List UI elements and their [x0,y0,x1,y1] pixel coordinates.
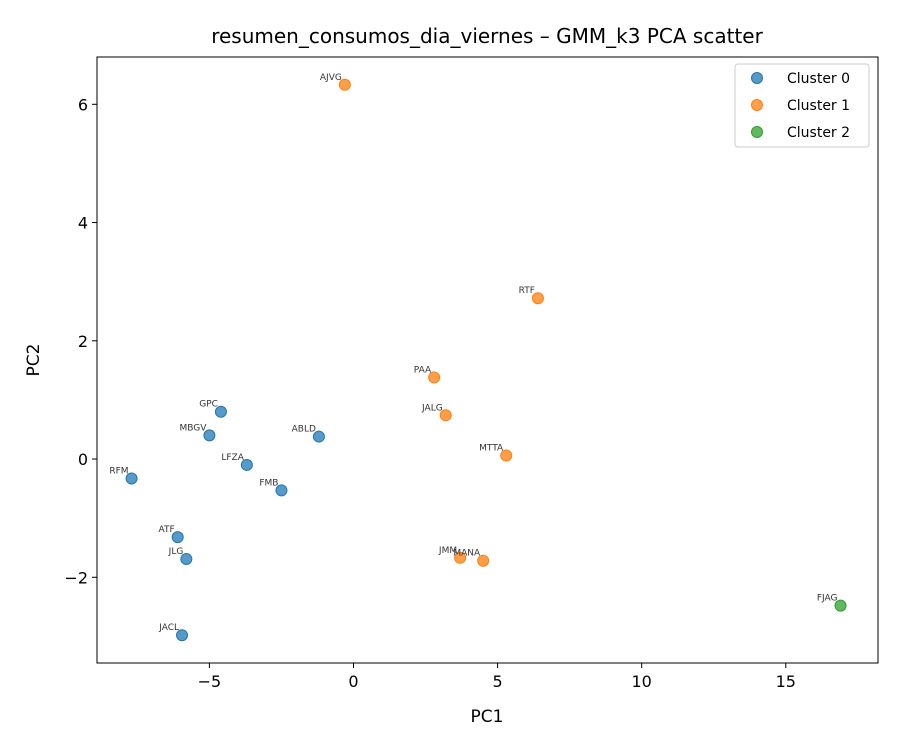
point-label: JMM [438,546,457,556]
legend: Cluster 0 Cluster 1 Cluster 2 [734,63,870,148]
x-tick-label: 5 [492,672,502,691]
x-tick-label: 10 [632,672,652,691]
y-tick-label: 2 [78,332,88,351]
point-rfm [125,472,138,485]
x-tick-label: 0 [348,672,358,691]
x-tick-label: −5 [198,672,222,691]
point-label: JLG [168,547,184,557]
y-tick-label: 0 [78,450,88,469]
point-label: MBGV [179,423,207,433]
legend-marker [751,126,763,138]
point-label: ATF [159,525,175,535]
legend-marker [751,99,763,111]
point-label: ABLD [292,425,316,435]
plot-frame [96,56,879,664]
point-atf [171,531,184,544]
point-jlg [180,552,193,565]
y-axis-title: PC2 [24,344,44,377]
point-label: RTF [519,286,535,296]
y-tick-label: −2 [64,568,88,587]
legend-label: Cluster 1 [787,98,850,114]
point-abld [312,430,325,443]
point-gpc [214,405,227,418]
point-mbgv [203,429,216,442]
point-fmb [275,484,288,497]
point-mtta [500,449,513,462]
point-label: JALG [421,403,443,413]
point-label: RFM [109,467,128,477]
point-paa [428,371,441,384]
x-axis-title: PC1 [471,707,504,727]
point-ajvg [338,78,351,91]
point-label: GPC [199,400,218,410]
point-jmm [454,551,467,564]
y-tick-label: 6 [78,95,88,114]
legend-marker [751,72,763,84]
legend-label: Cluster 2 [787,125,850,141]
point-mana [477,554,490,567]
point-jalg [439,409,452,422]
point-jacl [176,629,189,642]
point-label: FMB [259,478,278,488]
point-label: LFZA [221,453,244,463]
y-axis-ticks: −2 0 2 4 6 [64,95,97,587]
point-fjag [834,599,847,612]
x-tick-label: 15 [776,672,796,691]
x-axis-ticks: −5 0 5 10 15 [198,663,796,691]
plot-marks: GPC MBGV ABLD LFZA RFM FMB ATF JLG JACL AJVG RTF PA… [109,73,847,642]
point-label: FJAG [817,594,838,604]
y-tick-label: 4 [78,214,88,233]
point-rtf [531,292,544,305]
point-label: AJVG [320,73,342,83]
point-label: MTTA [479,443,504,453]
legend-label: Cluster 0 [787,71,850,87]
point-label: MANA [453,549,481,559]
chart-title: resumen_consumos_dia_viernes – GMM_k3 PC… [211,24,763,48]
point-lfza [240,458,253,471]
point-label: JACL [158,623,179,633]
point-label: PAA [414,365,432,375]
legend-box [734,63,870,148]
